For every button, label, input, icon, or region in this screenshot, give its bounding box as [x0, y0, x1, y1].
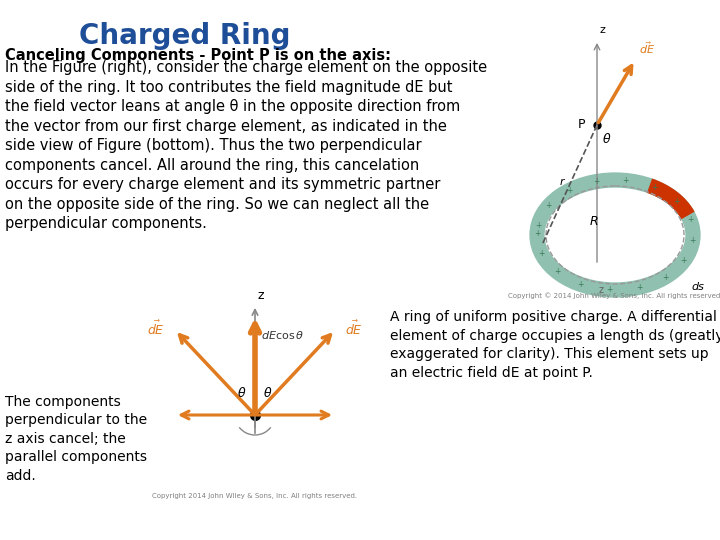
Text: +: + [636, 283, 642, 292]
Text: P: P [577, 118, 585, 132]
Text: +: + [535, 221, 541, 230]
Text: Copyright © 2014 John Wiley & Sons, Inc. All rights reserved.: Copyright © 2014 John Wiley & Sons, Inc.… [508, 292, 720, 299]
Text: +: + [546, 201, 552, 211]
Text: +: + [651, 183, 657, 192]
Text: z: z [599, 285, 604, 295]
Text: +: + [606, 285, 613, 294]
Text: A ring of uniform positive charge. A differential
element of charge occupies a l: A ring of uniform positive charge. A dif… [390, 310, 720, 380]
Text: $dE\cos\theta$: $dE\cos\theta$ [261, 329, 305, 341]
Text: z: z [258, 289, 264, 302]
Text: z: z [599, 25, 605, 35]
Text: +: + [680, 256, 687, 265]
Text: $\vec{dE}$: $\vec{dE}$ [345, 320, 363, 338]
Text: Copyright 2014 John Wiley & Sons, Inc. All rights reserved.: Copyright 2014 John Wiley & Sons, Inc. A… [153, 493, 358, 499]
Text: +: + [593, 177, 599, 186]
Text: The components
perpendicular to the
z axis cancel; the
parallel components
add.: The components perpendicular to the z ax… [5, 395, 147, 483]
Text: R: R [590, 215, 598, 228]
Text: Canceling Components - Point P is on the axis:: Canceling Components - Point P is on the… [5, 48, 391, 63]
Text: +: + [623, 176, 629, 185]
Text: r: r [559, 177, 564, 187]
Text: +: + [673, 197, 680, 206]
Text: +: + [539, 249, 545, 258]
Text: +: + [662, 273, 668, 282]
Text: +: + [577, 280, 584, 289]
Text: $\theta$: $\theta$ [602, 132, 611, 146]
Text: $\vec{dE}$: $\vec{dE}$ [639, 40, 655, 56]
Text: +: + [554, 267, 560, 276]
Text: +: + [689, 236, 696, 245]
Text: ds: ds [691, 282, 704, 292]
Text: $\vec{dE}$: $\vec{dE}$ [147, 320, 165, 338]
Text: +: + [687, 215, 693, 224]
Text: $\theta$: $\theta$ [263, 386, 272, 400]
Text: +: + [566, 186, 572, 195]
Text: Charged Ring: Charged Ring [79, 22, 291, 50]
Text: In the Figure (right), consider the charge element on the opposite
side of the r: In the Figure (right), consider the char… [5, 60, 487, 232]
Text: +: + [534, 228, 540, 238]
Text: $\theta$: $\theta$ [237, 386, 246, 400]
